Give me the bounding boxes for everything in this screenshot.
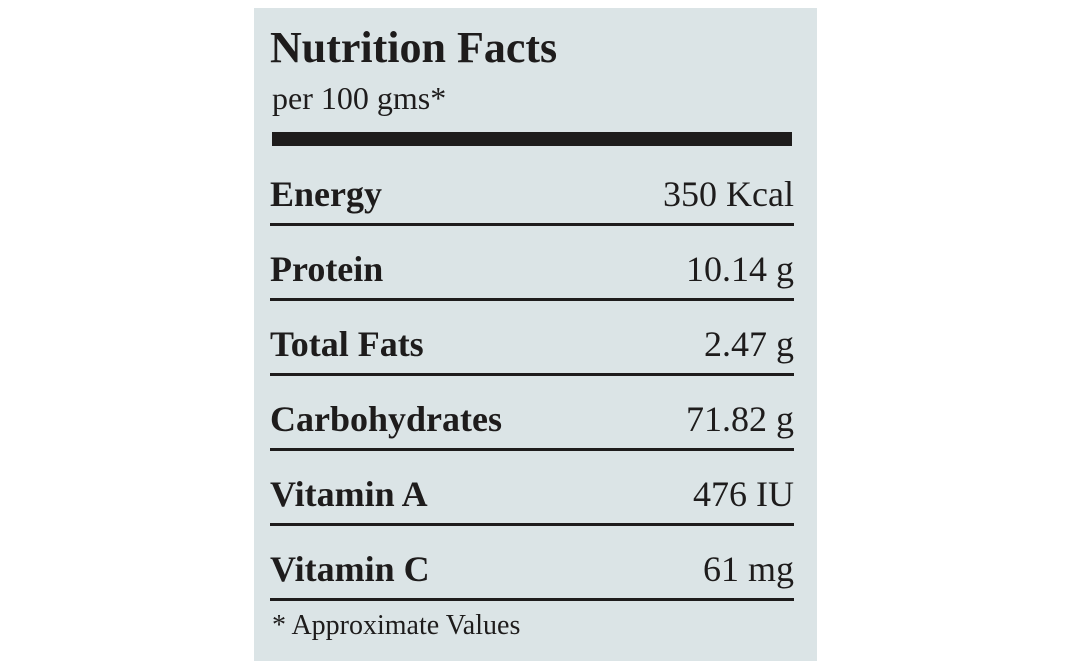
nutrient-value: 10.14 g xyxy=(686,249,794,289)
divider xyxy=(272,132,792,146)
table-row: Protein 10.14 g xyxy=(270,238,794,301)
nutrient-name: Carbohydrates xyxy=(270,399,502,439)
table-row: Vitamin C 61 mg xyxy=(270,538,794,601)
nutrition-label: Nutrition Facts per 100 gms* Energy 350 K… xyxy=(254,8,817,661)
nutrient-name: Protein xyxy=(270,249,384,289)
nutrient-value: 61 mg xyxy=(702,549,794,589)
nutrient-value: 476 IU xyxy=(693,474,794,514)
nutrient-value: 2.47 g xyxy=(704,324,794,364)
nutrient-name: Vitamin A xyxy=(270,474,428,514)
table-row: Carbohydrates 71.82 g xyxy=(270,388,794,451)
nutrient-value: 71.82 g xyxy=(686,399,794,439)
subtitle: per 100 gms* xyxy=(272,80,447,116)
table-row: Vitamin A 476 IU xyxy=(270,463,794,526)
nutrient-name: Vitamin C xyxy=(270,549,430,589)
table-row: Total Fats 2.47 g xyxy=(270,313,794,376)
footnote: * Approximate Values xyxy=(272,610,521,641)
title: Nutrition Facts xyxy=(270,23,558,72)
nutrient-value: 350 Kcal xyxy=(663,174,794,214)
table-row: Energy 350 Kcal xyxy=(270,163,794,226)
nutrient-name: Total Fats xyxy=(270,324,424,364)
nutrient-name: Energy xyxy=(270,174,382,214)
